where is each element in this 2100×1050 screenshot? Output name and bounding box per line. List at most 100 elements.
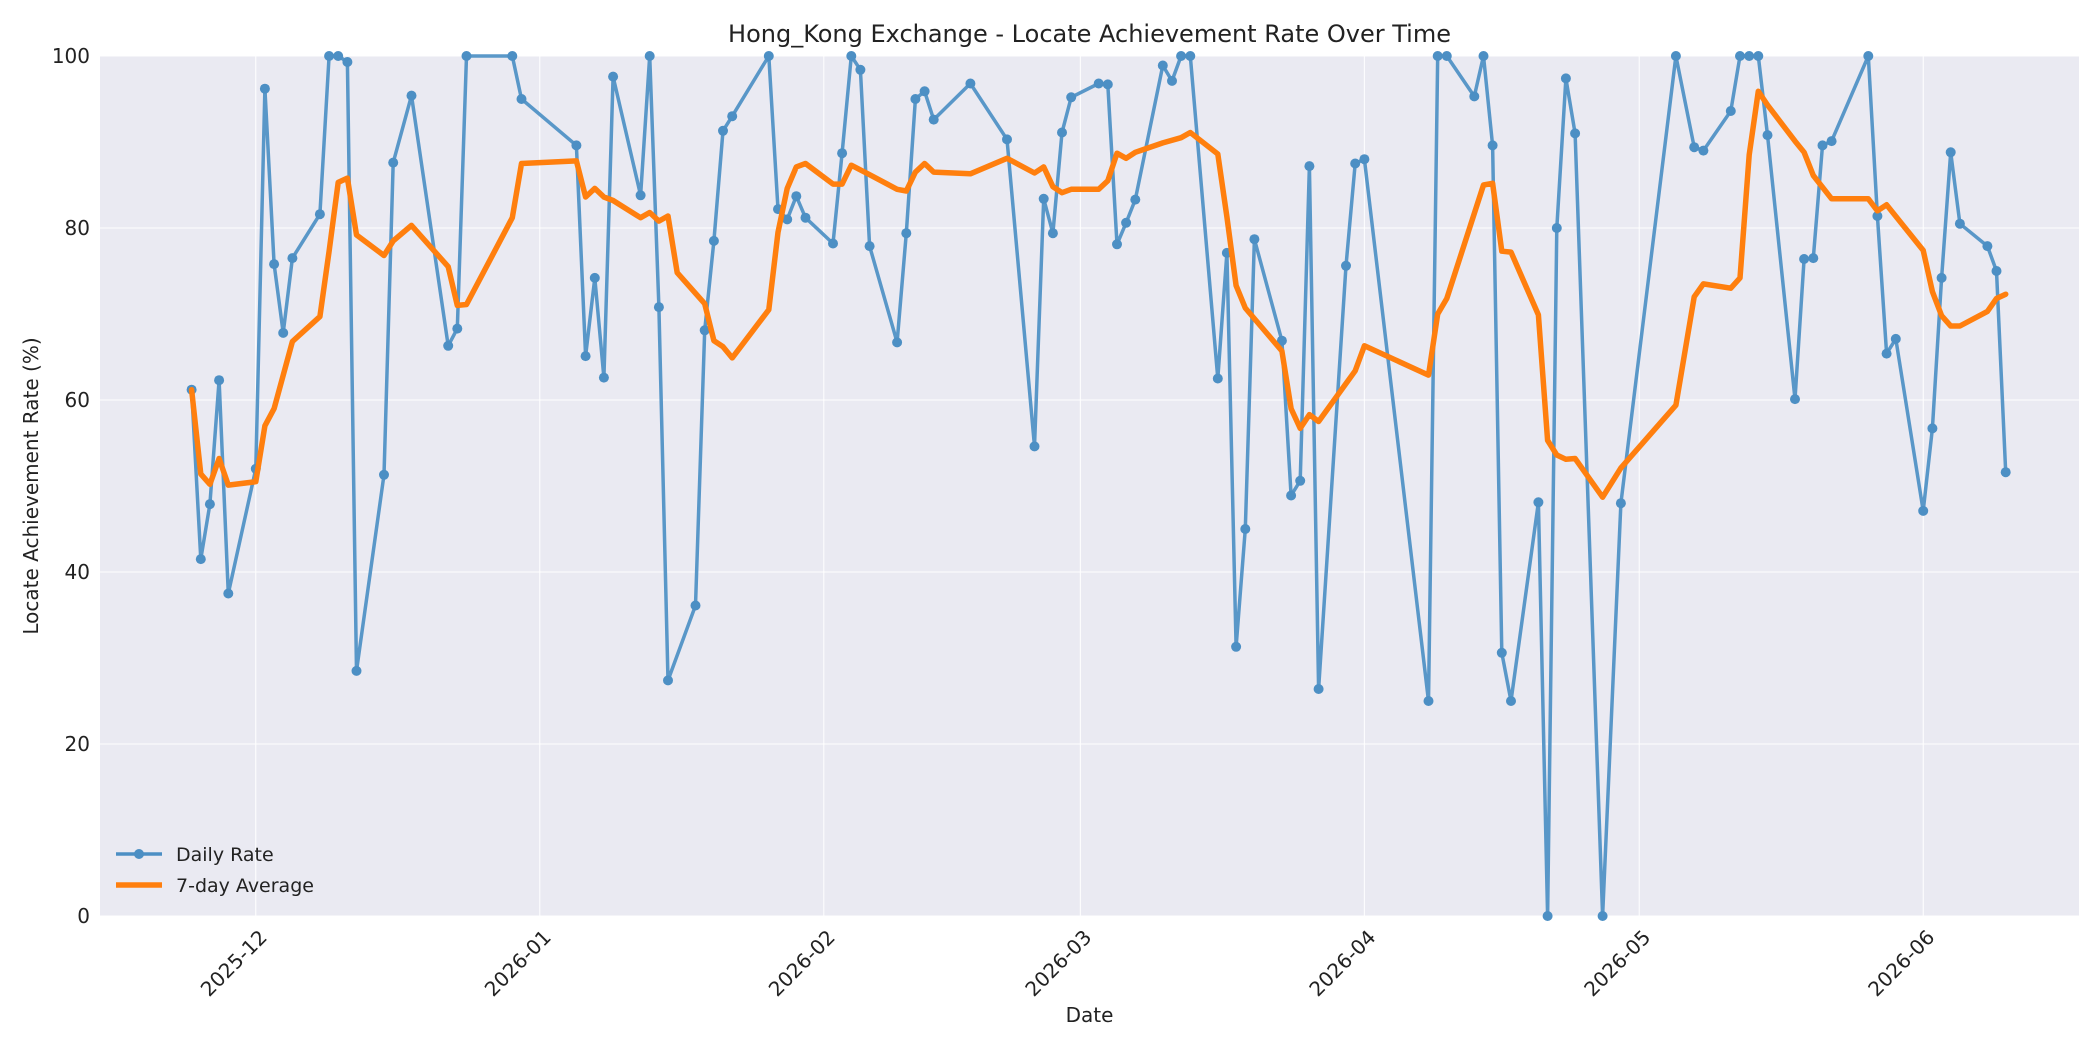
- data-point-daily-rate: [1826, 136, 1837, 147]
- data-point-daily-rate: [204, 499, 215, 510]
- y-tick-label: 20: [65, 732, 90, 756]
- y-tick-label: 80: [65, 216, 90, 240]
- x-tick-label: 2026-05: [1579, 925, 1655, 1001]
- data-point-daily-rate: [727, 111, 738, 122]
- data-point-daily-rate: [333, 51, 344, 61]
- data-point-daily-rate: [269, 259, 280, 270]
- data-point-daily-rate: [644, 51, 655, 61]
- data-point-daily-rate: [910, 94, 921, 104]
- x-tick-label: 2026-06: [1863, 925, 1939, 1001]
- data-point-daily-rate: [1469, 91, 1480, 102]
- data-point-daily-rate: [855, 64, 866, 75]
- data-point-daily-rate: [965, 78, 976, 89]
- y-tick-label: 100: [52, 44, 90, 68]
- data-point-daily-rate: [901, 228, 912, 239]
- data-point-daily-rate: [1790, 394, 1800, 405]
- data-point-daily-rate: [1167, 75, 1177, 86]
- data-point-daily-rate: [800, 212, 811, 223]
- series-layer: [186, 51, 2011, 921]
- data-point-daily-rate: [1542, 911, 1553, 921]
- data-point-daily-rate: [1698, 145, 1709, 156]
- data-point-daily-rate: [452, 323, 463, 334]
- data-point-daily-rate: [2000, 467, 2011, 478]
- data-point-daily-rate: [1954, 218, 1965, 229]
- data-point-daily-rate: [259, 83, 270, 94]
- legend-marker-daily-rate: [134, 849, 144, 859]
- data-point-daily-rate: [763, 51, 774, 61]
- data-point-daily-rate: [571, 140, 582, 151]
- data-point-daily-rate: [589, 272, 600, 283]
- data-point-daily-rate: [1936, 272, 1947, 283]
- data-point-daily-rate: [388, 157, 399, 168]
- data-point-daily-rate: [1570, 128, 1581, 139]
- data-point-daily-rate: [1157, 60, 1168, 71]
- data-point-daily-rate: [1185, 51, 1196, 61]
- data-point-daily-rate: [1002, 134, 1012, 145]
- data-point-daily-rate: [1231, 641, 1242, 652]
- data-point-daily-rate: [1881, 348, 1892, 359]
- data-point-daily-rate: [1066, 92, 1077, 103]
- data-point-daily-rate: [1313, 684, 1324, 694]
- data-point-daily-rate: [406, 90, 417, 101]
- data-point-daily-rate: [828, 238, 838, 249]
- data-point-daily-rate: [1295, 475, 1306, 486]
- y-tick-label: 40: [65, 560, 90, 584]
- x-tick-label: 2026-01: [480, 925, 556, 1001]
- data-point-daily-rate: [1744, 51, 1755, 61]
- data-point-daily-rate: [1304, 161, 1315, 172]
- data-point-daily-rate: [1102, 79, 1113, 90]
- data-point-daily-rate: [608, 71, 619, 82]
- data-point-daily-rate: [846, 51, 857, 61]
- data-point-daily-rate: [1762, 130, 1773, 141]
- data-point-daily-rate: [379, 469, 389, 480]
- data-point-daily-rate: [791, 191, 802, 202]
- x-tick-label: 2026-04: [1304, 925, 1380, 1001]
- data-point-daily-rate: [1286, 490, 1297, 501]
- y-axis-ticks: 0 20 40 60 80 100: [52, 44, 90, 928]
- legend: Daily Rate 7-day Average: [116, 844, 314, 897]
- data-point-daily-rate: [837, 148, 848, 159]
- data-point-daily-rate: [1432, 51, 1443, 61]
- data-point-daily-rate: [287, 253, 298, 264]
- data-point-daily-rate: [598, 372, 609, 383]
- x-tick-label: 2026-03: [1020, 925, 1096, 1001]
- data-point-daily-rate: [928, 114, 939, 125]
- data-point-daily-rate: [1799, 254, 1810, 264]
- data-point-daily-rate: [1423, 696, 1434, 706]
- data-point-daily-rate: [1735, 51, 1745, 61]
- y-tick-label: 0: [77, 904, 90, 928]
- data-point-daily-rate: [919, 86, 930, 97]
- data-point-daily-rate: [314, 209, 325, 220]
- data-point-daily-rate: [782, 214, 793, 225]
- data-point-daily-rate: [461, 51, 472, 61]
- data-point-daily-rate: [864, 241, 875, 252]
- data-point-daily-rate: [1890, 333, 1901, 344]
- data-point-daily-rate: [1478, 51, 1489, 61]
- data-point-daily-rate: [223, 588, 234, 599]
- data-point-daily-rate: [351, 665, 362, 676]
- grid: [100, 55, 2079, 917]
- data-point-daily-rate: [1093, 78, 1104, 89]
- data-point-daily-rate: [507, 51, 518, 61]
- data-point-daily-rate: [580, 351, 591, 362]
- x-tick-label: 2026-02: [764, 925, 840, 1001]
- chart-title: Hong_Kong Exchange - Locate Achievement …: [728, 20, 1451, 48]
- series-line-7-day-average: [188, 88, 2009, 500]
- data-point-daily-rate: [1057, 127, 1067, 138]
- data-point-daily-rate: [1725, 106, 1736, 116]
- data-point-daily-rate: [1038, 193, 1049, 204]
- data-point-daily-rate: [1276, 335, 1287, 346]
- data-point-daily-rate: [1496, 647, 1507, 658]
- data-point-daily-rate: [214, 375, 225, 386]
- data-point-daily-rate: [1240, 524, 1251, 534]
- data-point-daily-rate: [1918, 505, 1929, 516]
- data-point-daily-rate: [195, 554, 206, 565]
- data-point-daily-rate: [1047, 228, 1058, 239]
- y-tick-label: 60: [65, 388, 90, 412]
- data-point-daily-rate: [1029, 441, 1040, 452]
- data-point-daily-rate: [1212, 373, 1223, 384]
- data-point-daily-rate: [663, 675, 673, 686]
- data-point-daily-rate: [690, 600, 701, 611]
- data-point-daily-rate: [1359, 154, 1370, 165]
